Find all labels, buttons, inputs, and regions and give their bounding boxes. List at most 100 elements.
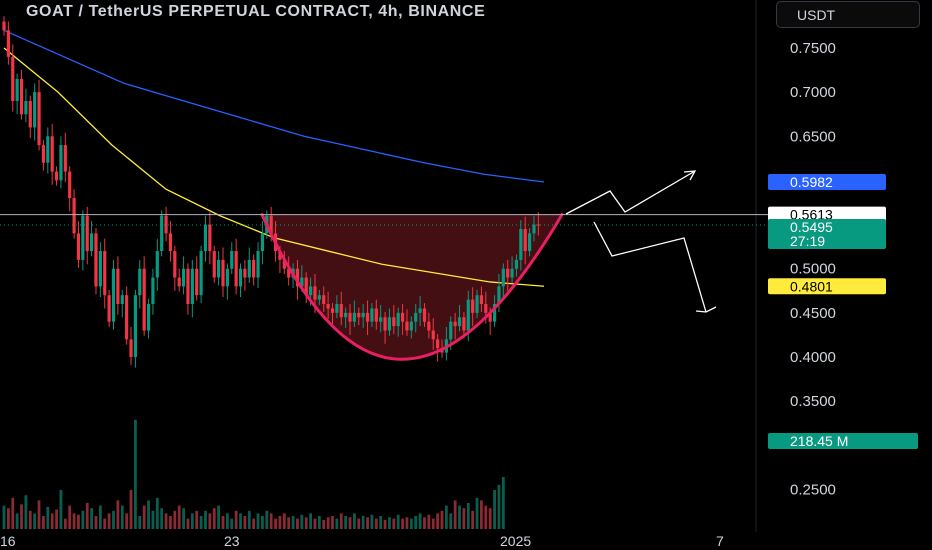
volume-bar (120, 505, 124, 529)
candle-body (348, 312, 352, 322)
candle-body (357, 312, 361, 318)
candle-body (37, 92, 41, 146)
candle-body (252, 259, 256, 278)
candle-body (409, 321, 413, 331)
volume-bar (221, 516, 225, 529)
candle-body (287, 268, 291, 278)
volume-bar (317, 516, 321, 529)
price-tick-label: 0.2500 (790, 481, 836, 498)
candle-body (164, 215, 168, 234)
volume-bar (309, 513, 312, 529)
volume-bar (186, 518, 190, 529)
volume-bar (436, 513, 440, 529)
bullish-arrowhead (683, 170, 697, 181)
volume-bar (466, 503, 470, 529)
volume-bar (81, 510, 85, 529)
candle-body (212, 251, 216, 278)
volume-bar (107, 513, 111, 529)
candle-body (208, 224, 212, 252)
volume-bar (379, 516, 383, 529)
candle-body (457, 317, 462, 327)
candle-body (361, 312, 365, 318)
candle-body (186, 268, 190, 305)
currency-selector[interactable]: USDT (776, 1, 920, 28)
volume-bar (300, 514, 304, 529)
candle-body (466, 299, 470, 331)
candle-body (344, 312, 348, 318)
volume-bar (50, 513, 54, 529)
volume-bar (46, 506, 50, 529)
candle-body (431, 330, 435, 340)
candle-body (400, 312, 405, 322)
volume-bar (24, 495, 28, 529)
volume-bar (155, 497, 159, 529)
price-tick-label: 0.4500 (790, 305, 836, 322)
volume-bar (374, 518, 378, 529)
candle-body (243, 268, 247, 278)
volume-bar (304, 517, 308, 529)
candle-body (339, 304, 343, 318)
candle-body (142, 268, 146, 331)
volume-bar (199, 516, 203, 529)
candle-body (422, 308, 427, 322)
volume-bar (112, 510, 115, 529)
bearish-projection-arrow (593, 221, 707, 313)
candle-body (484, 304, 488, 313)
candle-body (24, 100, 28, 115)
volume-bar (427, 514, 431, 529)
candle-body (387, 317, 392, 331)
candle-body (379, 317, 383, 322)
candle-body (230, 251, 234, 269)
candle-body (295, 268, 300, 287)
candle-body (173, 251, 177, 278)
volume-badge (768, 433, 918, 449)
candle-body (506, 268, 510, 278)
candle-body (238, 268, 243, 287)
candle-body (76, 233, 81, 260)
candle-body (475, 295, 479, 313)
volume-bar (217, 505, 221, 529)
volume-bar (15, 513, 19, 529)
candle-body (217, 259, 221, 278)
candle-body (418, 308, 422, 313)
volume-bar (94, 516, 98, 529)
volume-bar (265, 510, 269, 529)
candle-body (322, 295, 326, 305)
time-tick-label: 23 (224, 533, 240, 549)
candle-body (449, 321, 453, 340)
candle-body (195, 268, 199, 296)
candle-body (436, 339, 440, 349)
candle-body (155, 251, 159, 278)
ma-short-price-badge (768, 278, 886, 295)
volume-bar (296, 518, 299, 529)
volume-bar (2, 505, 6, 529)
volume-bar (261, 516, 264, 529)
volume-bar (278, 516, 282, 529)
volume-bar (212, 508, 216, 529)
volume-bar (291, 516, 295, 529)
candle-body (532, 224, 536, 234)
volume-bar (501, 477, 505, 529)
volume-bar (33, 513, 37, 529)
candle-body (352, 312, 356, 322)
candle-body (519, 228, 523, 260)
ma-short-price-badge-label: 0.4801 (790, 278, 833, 294)
candle-body (326, 304, 330, 309)
candle-body (536, 224, 540, 226)
volume-bar (484, 505, 488, 529)
volume-bar (493, 490, 496, 529)
volume-bar (151, 510, 155, 529)
price-tick-label: 0.4000 (790, 349, 836, 366)
volume-bar (129, 490, 133, 529)
candle-body (85, 215, 89, 252)
candle-body (396, 312, 400, 327)
resistance-price-badge (768, 206, 886, 223)
volume-bar (20, 504, 23, 529)
candle-body (107, 295, 111, 322)
candle-body (81, 215, 85, 260)
bearish-arrowhead (695, 306, 717, 313)
volume-bar (77, 514, 80, 529)
chart-title: GOAT / TetherUS PERPETUAL CONTRACT, 4h, … (26, 3, 486, 20)
volume-bar (182, 508, 185, 529)
candle-body (19, 78, 24, 115)
